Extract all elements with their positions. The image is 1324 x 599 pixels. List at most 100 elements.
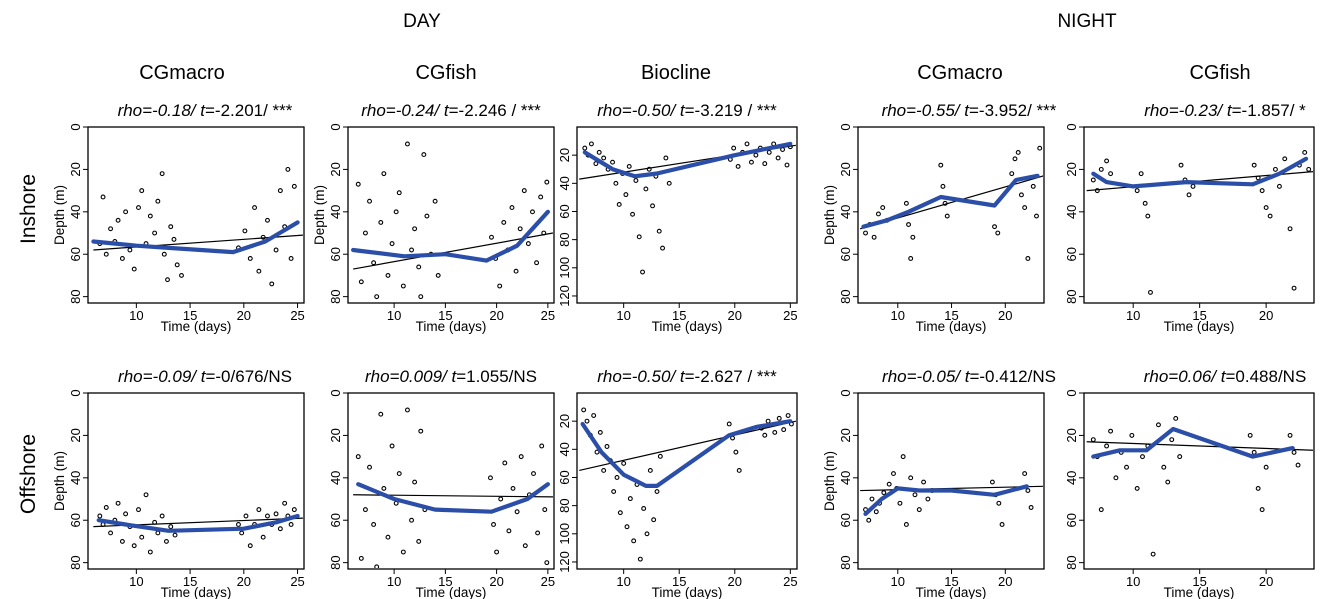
x-axis-label: Time (days) bbox=[1164, 319, 1235, 334]
data-point bbox=[1104, 443, 1110, 449]
y-tick-label: 40 bbox=[838, 205, 853, 219]
data-point bbox=[610, 159, 616, 165]
data-point bbox=[999, 522, 1005, 527]
data-point bbox=[657, 453, 663, 459]
panel-offshore-night-cgfish: rho=0.06/ t=0.488/NS 10 15 20 0 20 40 60 80 Time … bbox=[1064, 367, 1315, 599]
data-layer bbox=[860, 454, 1043, 527]
data-point bbox=[863, 230, 868, 236]
data-point bbox=[875, 211, 881, 217]
data-point bbox=[1186, 192, 1192, 198]
data-point bbox=[381, 485, 387, 491]
data-point bbox=[593, 161, 599, 167]
column-title-day-cgfish: CGfish bbox=[415, 62, 476, 84]
data-point bbox=[784, 162, 790, 168]
data-point bbox=[131, 266, 137, 272]
stat-label: rho=-0.05/ t=-0.412/NS bbox=[882, 367, 1056, 386]
data-point bbox=[881, 490, 887, 496]
data-point bbox=[256, 507, 262, 513]
data-point bbox=[1247, 432, 1253, 438]
column-title-biocline: Biocline bbox=[641, 62, 711, 84]
data-point bbox=[654, 489, 660, 495]
data-point bbox=[513, 268, 519, 274]
data-point bbox=[627, 496, 633, 502]
data-point bbox=[139, 188, 145, 194]
x-tick-label: 25 bbox=[541, 574, 555, 589]
data-point bbox=[748, 159, 754, 165]
data-point bbox=[1028, 505, 1034, 510]
x-axis-label: Time (days) bbox=[652, 319, 723, 334]
data-point bbox=[626, 163, 632, 169]
data-point bbox=[735, 163, 741, 169]
data-point bbox=[630, 211, 636, 217]
data-point bbox=[765, 418, 771, 424]
data-point bbox=[1124, 464, 1129, 470]
data-point bbox=[525, 241, 531, 247]
data-point bbox=[880, 205, 886, 211]
data-point bbox=[1287, 226, 1293, 232]
y-tick-label: 40 bbox=[1064, 471, 1079, 485]
data-point bbox=[139, 534, 145, 540]
data-point bbox=[531, 471, 536, 477]
data-point bbox=[418, 428, 424, 434]
data-point bbox=[1178, 162, 1184, 168]
data-layer bbox=[579, 141, 796, 275]
data-point bbox=[1015, 149, 1021, 155]
stat-label-italic: rho=-0.50/ t bbox=[597, 101, 686, 120]
data-point bbox=[239, 530, 245, 536]
plot-frame bbox=[857, 126, 1045, 304]
stat-label-rest: =-2.201/ *** bbox=[205, 101, 293, 120]
data-point bbox=[103, 505, 109, 510]
data-point bbox=[912, 492, 918, 498]
data-point bbox=[908, 256, 914, 261]
y-tick-label: 80 bbox=[1064, 289, 1079, 303]
data-point bbox=[1302, 149, 1308, 155]
stat-label: rho=-0.50/ t=-3.219 / *** bbox=[597, 101, 777, 120]
y-tick-label: 0 bbox=[838, 123, 853, 130]
y-tick-label: 80 bbox=[1064, 555, 1079, 569]
stat-label-rest: =-2.246 / *** bbox=[449, 101, 542, 120]
data-point bbox=[1295, 462, 1301, 468]
data-point bbox=[147, 213, 153, 219]
plot-frame bbox=[1083, 392, 1315, 570]
data-point bbox=[1156, 422, 1161, 428]
data-layer bbox=[93, 492, 303, 555]
y-tick-label: 60 bbox=[328, 247, 343, 261]
data-point bbox=[597, 429, 603, 435]
data-point bbox=[131, 543, 137, 549]
data-point bbox=[1150, 551, 1156, 557]
data-point bbox=[385, 534, 391, 540]
y-axis-label: Depth (m) bbox=[52, 451, 67, 511]
data-point bbox=[252, 205, 258, 211]
x-axis-label: Time (days) bbox=[652, 585, 723, 599]
data-point bbox=[404, 407, 410, 413]
data-point bbox=[1291, 449, 1297, 455]
x-axis-label: Time (days) bbox=[416, 319, 487, 334]
data-point bbox=[660, 245, 666, 251]
data-point bbox=[514, 509, 520, 515]
x-tick-label: 15 bbox=[183, 308, 197, 323]
y-tick-label: 80 bbox=[557, 232, 572, 246]
data-point bbox=[288, 522, 294, 527]
data-point bbox=[869, 496, 875, 502]
data-layer bbox=[859, 145, 1043, 261]
data-point bbox=[277, 188, 283, 194]
data-point bbox=[591, 413, 597, 418]
trend-line bbox=[351, 209, 550, 263]
data-point bbox=[544, 179, 550, 185]
data-point bbox=[995, 230, 1001, 236]
data-point bbox=[416, 264, 422, 270]
stat-label: rho=-0.24/ t=-2.246 / *** bbox=[361, 101, 541, 120]
x-tick-label: 25 bbox=[783, 574, 797, 589]
panel-inshore-night-cgfish: rho=-0.23/ t=-1.857/ * 10 15 20 0 20 40 60 80 Tim… bbox=[1064, 101, 1315, 334]
stat-label-rest: =-0.412/NS bbox=[969, 367, 1055, 386]
data-point bbox=[900, 454, 906, 460]
data-point bbox=[1140, 454, 1145, 460]
x-tick-label: 10 bbox=[387, 308, 401, 323]
x-tick-label: 20 bbox=[998, 308, 1012, 323]
y-axis-label: Depth (m) bbox=[822, 451, 837, 511]
data-point bbox=[374, 294, 380, 300]
x-axis-label: Time (days) bbox=[1164, 585, 1235, 599]
data-point bbox=[582, 145, 588, 151]
y-tick-label: 20 bbox=[328, 428, 343, 442]
data-point bbox=[581, 407, 587, 413]
